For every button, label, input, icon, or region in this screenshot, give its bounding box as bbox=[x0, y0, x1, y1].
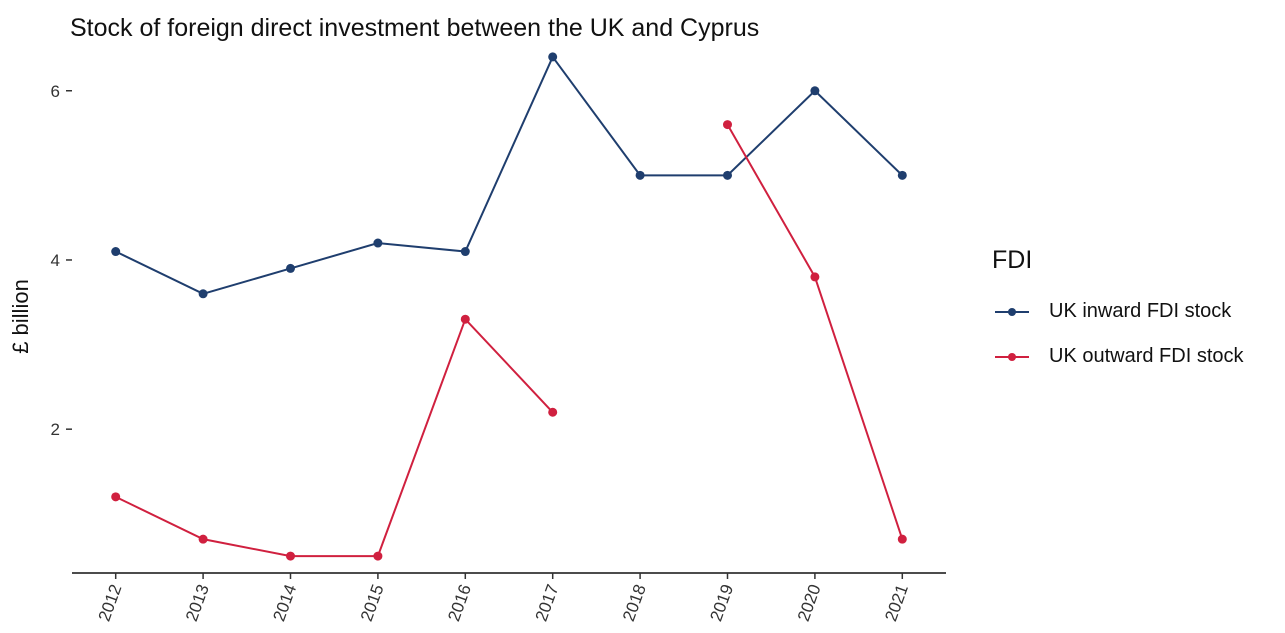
data-point bbox=[810, 272, 820, 282]
axes: 2 4 6 2012 2013 2014 2015 2016 2017 2018 2019 2020 2… bbox=[8, 82, 946, 624]
series-lines bbox=[115, 54, 904, 558]
x-tick-label: 2015 bbox=[357, 582, 388, 624]
x-tick-label: 2012 bbox=[95, 582, 126, 624]
data-point bbox=[897, 534, 907, 544]
y-axis-title: £ billion bbox=[8, 279, 33, 354]
x-tick-label: 2017 bbox=[532, 582, 563, 624]
data-point bbox=[810, 86, 820, 96]
x-tick-label: 2013 bbox=[182, 582, 213, 624]
data-point bbox=[286, 263, 295, 273]
legend-title: FDI bbox=[992, 246, 1033, 274]
data-point bbox=[460, 247, 470, 257]
y-tick-label: 2 bbox=[51, 420, 60, 439]
series-line-segment bbox=[115, 54, 903, 295]
legend-key-inward bbox=[992, 302, 1032, 322]
legend-label-outward: UK outward FDI stock bbox=[1049, 345, 1244, 367]
series-line-segment bbox=[115, 317, 554, 558]
data-point bbox=[548, 407, 558, 417]
legend-key-outward bbox=[992, 347, 1032, 367]
chart-title: Stock of foreign direct investment betwe… bbox=[70, 14, 760, 42]
data-point bbox=[198, 289, 208, 299]
data-point bbox=[635, 170, 645, 180]
y-tick-label: 6 bbox=[51, 82, 60, 101]
data-point bbox=[548, 52, 558, 62]
data-point bbox=[373, 238, 383, 248]
x-tick-label: 2021 bbox=[881, 582, 912, 624]
series-points bbox=[111, 52, 907, 561]
data-point bbox=[286, 551, 295, 561]
y-tick-label: 4 bbox=[51, 251, 60, 270]
data-point bbox=[897, 170, 907, 180]
data-point bbox=[723, 120, 732, 130]
x-tick-label: 2019 bbox=[706, 582, 737, 624]
legend-label-inward: UK inward FDI stock bbox=[1049, 300, 1232, 322]
data-point bbox=[460, 314, 470, 324]
legend-item-outward: UK outward FDI stock bbox=[992, 342, 1244, 371]
x-tick-label: 2014 bbox=[269, 582, 300, 624]
x-tick-label: 2016 bbox=[444, 582, 475, 624]
data-point bbox=[111, 492, 121, 502]
x-tick-label: 2018 bbox=[619, 582, 650, 624]
x-tick-label: 2020 bbox=[794, 582, 825, 624]
data-point bbox=[111, 247, 121, 257]
data-point bbox=[373, 551, 383, 561]
legend-item-inward: UK inward FDI stock bbox=[992, 297, 1244, 326]
data-point bbox=[723, 170, 732, 180]
series-line-segment bbox=[726, 124, 904, 540]
data-point bbox=[198, 534, 208, 544]
legend: FDI UK inward FDI stock UK outward FDI s… bbox=[992, 246, 1244, 387]
